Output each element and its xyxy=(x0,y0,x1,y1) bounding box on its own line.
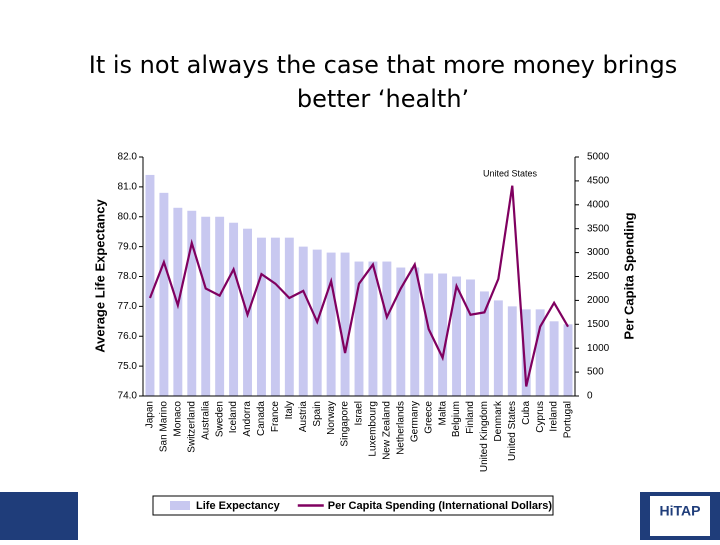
x-tick-label: Belgium xyxy=(451,401,462,437)
bar xyxy=(368,261,378,396)
title-line: It is not always the case that more mone… xyxy=(89,51,677,79)
y2-tick-label: 3500 xyxy=(587,223,610,234)
x-tick-label: Malta xyxy=(437,401,448,426)
legend-swatch xyxy=(170,501,190,510)
bar xyxy=(354,261,364,396)
x-tick-label: Luxembourg xyxy=(368,401,379,457)
x-tick-label: Spain xyxy=(312,401,323,427)
x-tick-label: New Zealand xyxy=(382,401,393,460)
x-tick-label: Singapore xyxy=(340,401,351,447)
x-tick-label: France xyxy=(270,401,281,433)
y2-tick-label: 1000 xyxy=(587,343,610,354)
line-series xyxy=(148,185,569,387)
x-tick-label: Austria xyxy=(298,401,309,433)
y2-tick-label: 2000 xyxy=(587,295,610,306)
x-tick-label: Sweden xyxy=(214,401,225,437)
title-line: better ‘health’ xyxy=(297,85,469,113)
bar xyxy=(145,174,155,396)
x-tick-label: United States xyxy=(507,401,518,461)
y2-tick-label: 1500 xyxy=(587,319,610,330)
bar xyxy=(424,273,434,396)
x-tick-label: Portugal xyxy=(563,401,574,438)
y-tick-label: 80.0 xyxy=(118,211,138,222)
y-tick-label: 81.0 xyxy=(118,182,138,193)
bar xyxy=(382,261,392,396)
y-tick-label: 79.0 xyxy=(118,241,138,252)
y2-tick-label: 3000 xyxy=(587,247,610,258)
bar xyxy=(438,273,448,396)
y-axis-title: Average Life Expectancy xyxy=(92,199,107,353)
x-tick-label: Ireland xyxy=(549,401,560,432)
bar xyxy=(535,309,545,396)
x-tick-label: Greece xyxy=(423,401,434,434)
x-tick-label: Iceland xyxy=(228,401,239,433)
x-tick-label: Israel xyxy=(354,401,365,425)
bar xyxy=(215,216,225,396)
y-tick-label: 74.0 xyxy=(118,391,138,402)
bar xyxy=(256,237,266,396)
bar xyxy=(466,279,475,396)
bar xyxy=(563,324,573,396)
x-tick-label: Denmark xyxy=(493,400,504,442)
bar xyxy=(187,210,197,396)
bar xyxy=(159,192,169,396)
bar xyxy=(201,216,211,396)
y2-axis-title: Per Capita Spending xyxy=(621,212,636,339)
x-tick-label: Cuba xyxy=(521,401,532,425)
y2-tick-label: 4000 xyxy=(587,199,610,210)
logo-box xyxy=(650,496,710,536)
legend-label: Life Expectancy xyxy=(196,500,281,512)
legend-box xyxy=(152,495,554,516)
y-tick-label: 75.0 xyxy=(118,361,138,372)
y-tick-label: 82.0 xyxy=(118,152,138,163)
bar xyxy=(340,252,350,396)
y2-tick-label: 500 xyxy=(587,367,604,378)
bar xyxy=(493,300,503,396)
logo: HiTAP xyxy=(660,503,701,519)
x-tick-label: Andorra xyxy=(242,401,253,437)
y2-tick-label: 5000 xyxy=(587,152,610,163)
x-tick-label: Norway xyxy=(326,401,337,435)
y-tick-label: 76.0 xyxy=(118,331,138,342)
x-tick-label: Australia xyxy=(200,401,211,440)
bar xyxy=(326,252,336,396)
y2-tick-label: 4500 xyxy=(587,176,610,187)
y2-tick-label: 0 xyxy=(587,391,593,402)
x-tick-label: Germany xyxy=(409,401,420,442)
y2-tick-label: 2500 xyxy=(587,271,610,282)
x-tick-label: Cyprus xyxy=(535,401,546,433)
bar xyxy=(270,237,280,396)
y-tick-label: 78.0 xyxy=(118,271,138,282)
legend-label: Per Capita Spending (International Dolla… xyxy=(328,500,553,512)
bar xyxy=(521,309,531,396)
x-tick-label: Finland xyxy=(465,401,476,434)
x-tick-label: San Marino xyxy=(159,401,170,453)
x-tick-label: Japan xyxy=(145,401,156,428)
x-tick-label: Switzerland xyxy=(186,401,197,453)
bar xyxy=(396,267,406,396)
bar xyxy=(452,276,462,396)
annotation: United States xyxy=(483,168,538,178)
bar xyxy=(507,306,517,396)
x-tick-label: Monaco xyxy=(172,401,183,437)
x-tick-label: Netherlands xyxy=(395,401,406,455)
x-tick-label: Italy xyxy=(284,401,295,419)
bar xyxy=(284,237,294,396)
bar xyxy=(410,267,420,396)
bar xyxy=(549,321,559,396)
bar xyxy=(298,246,308,396)
x-tick-label: United Kingdom xyxy=(479,401,490,472)
y-tick-label: 77.0 xyxy=(118,301,138,312)
bar xyxy=(479,291,489,396)
x-tick-label: Canada xyxy=(256,401,267,436)
bar xyxy=(229,222,239,396)
